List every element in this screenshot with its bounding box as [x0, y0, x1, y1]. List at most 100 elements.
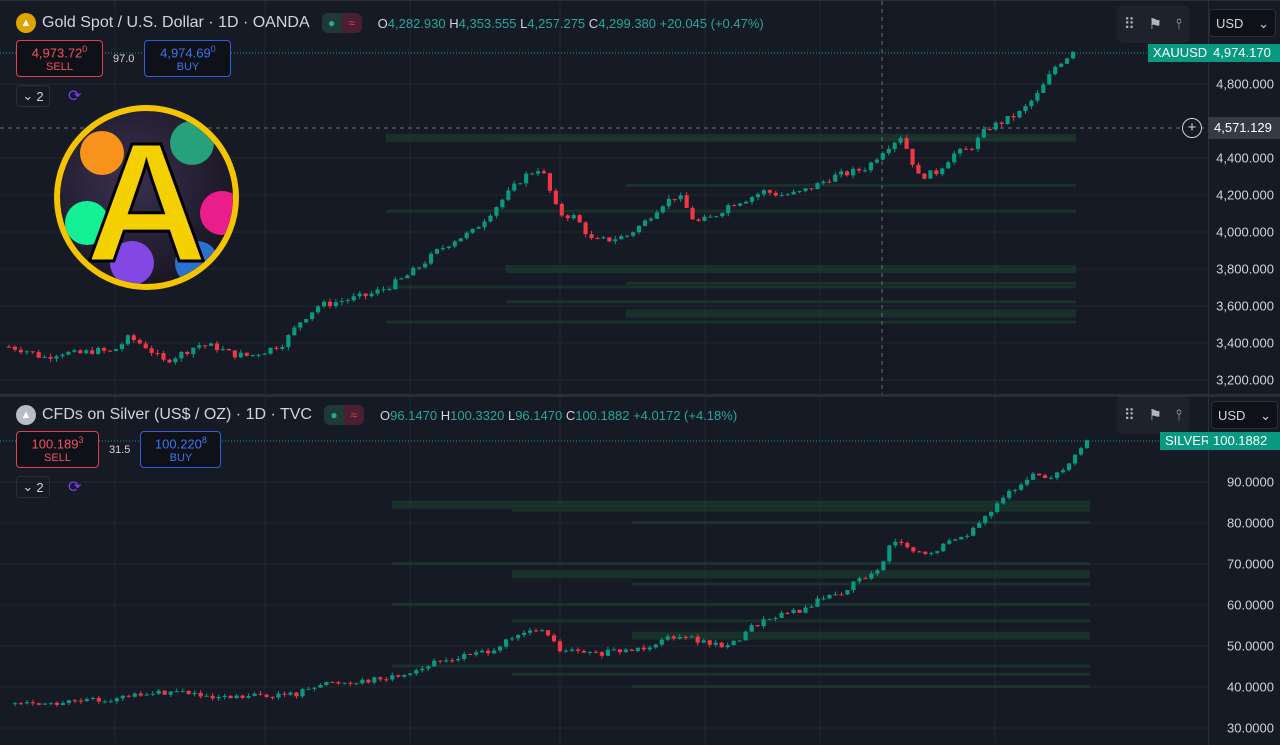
candle-body — [378, 677, 383, 680]
pin-icon[interactable]: ⫯ — [1175, 15, 1183, 33]
candle-body — [330, 681, 335, 683]
candle-body — [476, 227, 481, 229]
candle-body — [458, 238, 463, 242]
candle-body — [342, 682, 347, 684]
candle-body — [357, 293, 362, 297]
candle-body — [90, 350, 95, 354]
candle-body — [583, 222, 588, 235]
candle-body — [168, 691, 173, 695]
candle-body — [993, 122, 998, 130]
candle-body — [605, 649, 610, 656]
candle-body — [539, 630, 545, 632]
candle-body — [904, 138, 909, 149]
candle-body — [690, 207, 695, 220]
candle-body — [875, 570, 880, 574]
gold-chart-pane[interactable]: A ▲ Gold Spot / U.S. Dollar · 1D · OANDA… — [0, 0, 1280, 394]
candle-body — [18, 349, 23, 353]
chevron-down-icon: ⌄ — [1260, 408, 1271, 423]
candle-body — [719, 642, 724, 648]
silver-plot-area[interactable] — [0, 397, 1208, 745]
long-position-icon[interactable]: ⚑ — [1148, 16, 1162, 33]
candle-body — [857, 578, 862, 582]
candle-body — [462, 653, 467, 660]
candle-body — [131, 335, 136, 341]
buy-button[interactable]: 100.2208 BUY — [140, 431, 222, 468]
long-position-icon[interactable]: ⚑ — [1148, 407, 1162, 424]
candle-body — [809, 606, 814, 608]
candle-body — [167, 359, 172, 363]
candle-body — [755, 194, 761, 198]
liquidity-zone — [512, 508, 1090, 512]
candle-body — [426, 666, 431, 669]
candle-body — [179, 352, 184, 359]
drag-handle-icon[interactable]: ⠿ — [1123, 407, 1135, 424]
symbol-title[interactable]: CFDs on Silver (US$ / OZ) · 1D · TVC — [42, 406, 312, 423]
candle-body — [637, 225, 642, 233]
candle-body — [821, 181, 826, 184]
candle-body — [547, 173, 552, 191]
currency-select[interactable]: USD ⌄ — [1209, 9, 1276, 37]
candle-body — [803, 188, 808, 192]
candle-body — [619, 236, 624, 240]
candle-body — [316, 306, 321, 313]
candle-body — [671, 636, 676, 639]
candle-body — [631, 232, 636, 236]
candle-body — [869, 573, 874, 579]
candle-body — [125, 335, 130, 345]
candle-body — [366, 679, 371, 683]
candle-body — [545, 630, 551, 636]
candle-body — [276, 693, 281, 698]
sync-icon[interactable]: ⟳ — [68, 88, 82, 105]
price-axis[interactable]: 90.0000 80.0000 70.0000 60.0000 50.0000 40.00… — [1208, 397, 1280, 745]
symbol-label: SILVER — [1160, 432, 1216, 450]
candle-body — [96, 348, 101, 354]
price-axis[interactable]: 4,800.000 4,400.000 4,200.000 4,000.000 3,80… — [1208, 1, 1280, 394]
candle-body — [375, 289, 380, 294]
candle-body — [940, 168, 945, 175]
candle-body — [348, 682, 353, 684]
candle-body — [1072, 454, 1078, 464]
silver-bars-icon: ▲ — [16, 405, 36, 425]
market-status[interactable]: ● ≈ — [321, 13, 362, 33]
pin-icon[interactable]: ⫯ — [1175, 406, 1183, 424]
liquidity-zone — [512, 619, 1090, 623]
buy-button[interactable]: 4,974.690 BUY — [144, 40, 232, 77]
candle-body — [755, 625, 760, 627]
drag-handle-icon[interactable]: ⠿ — [1123, 16, 1135, 33]
indicators-collapse-button[interactable]: ⌄ 2 — [16, 476, 50, 498]
candle-body — [553, 190, 558, 205]
pane-separator[interactable] — [0, 394, 1280, 397]
liquidity-zone — [632, 521, 1090, 524]
candle-body — [1029, 100, 1034, 107]
candle-body — [119, 344, 124, 350]
price-tick-label: 4,200.000 — [1216, 187, 1274, 203]
sync-icon[interactable]: ⟳ — [68, 479, 82, 496]
candle-body — [470, 228, 475, 233]
candle-body — [886, 148, 891, 154]
silver-chart-pane[interactable]: ▲ CFDs on Silver (US$ / OZ) · 1D · TVC ●… — [0, 397, 1280, 745]
candle-body — [815, 183, 820, 190]
candle-body — [126, 695, 131, 697]
candle-body — [617, 649, 622, 653]
candle-body — [899, 541, 904, 543]
candle-body — [941, 543, 946, 552]
sell-button[interactable]: 100.1893 SELL — [16, 431, 99, 468]
candle-body — [641, 647, 646, 650]
market-status[interactable]: ● ≈ — [323, 405, 364, 425]
add-alert-plus-icon[interactable]: + — [1182, 118, 1202, 138]
candle-body — [155, 352, 160, 354]
candle-body — [209, 343, 214, 346]
candle-body — [647, 647, 652, 650]
candle-body — [935, 551, 940, 553]
currency-select[interactable]: USD ⌄ — [1211, 401, 1278, 429]
candle-body — [399, 278, 404, 280]
indicators-collapse-button[interactable]: ⌄ 2 — [16, 85, 50, 107]
price-tick-label: 40.0000 — [1227, 679, 1274, 695]
candle-body — [250, 354, 255, 356]
sell-button[interactable]: 4,973.720 SELL — [16, 40, 103, 77]
candle-body — [66, 351, 71, 355]
candle-body — [559, 204, 564, 216]
candle-body — [963, 148, 969, 150]
candle-body — [204, 695, 209, 697]
symbol-title[interactable]: Gold Spot / U.S. Dollar · 1D · OANDA — [42, 14, 310, 31]
